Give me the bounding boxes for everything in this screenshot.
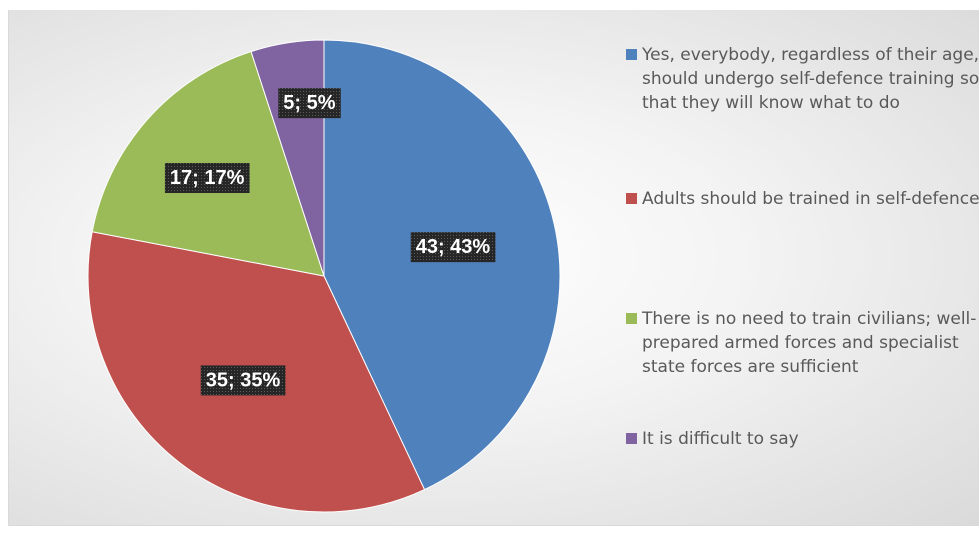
data-label-everybody-training: 43; 43% xyxy=(410,232,496,263)
data-label-adults-training: 35; 35% xyxy=(200,365,286,396)
data-label-no-need: 17; 17% xyxy=(164,162,250,193)
legend-swatch xyxy=(626,193,637,204)
data-label-text: 43; 43% xyxy=(416,236,491,258)
legend-swatch xyxy=(626,49,637,60)
legend-label: It is difficult to say xyxy=(642,429,799,449)
legend-label: Yes, everybody, regardless of their age,… xyxy=(642,45,979,113)
legend-item-no-need: There is no need to train civilians; wel… xyxy=(626,307,979,379)
legend-item-everybody-training: Yes, everybody, regardless of their age,… xyxy=(626,43,979,115)
data-label-box xyxy=(410,232,496,263)
legend-item-difficult-to-say: It is difficult to say xyxy=(626,427,979,451)
data-label-box xyxy=(278,88,341,119)
legend-label: There is no need to train civilians; wel… xyxy=(642,309,977,377)
data-label-text: 35; 35% xyxy=(206,369,281,391)
legend-swatch xyxy=(626,313,637,324)
legend-swatch xyxy=(626,433,637,444)
slice-everybody-training xyxy=(323,39,561,491)
data-label-text: 5; 5% xyxy=(283,92,335,114)
data-label-box xyxy=(200,365,286,396)
legend-item-adults-training: Adults should be trained in self-defence xyxy=(626,187,979,211)
legend-label: Adults should be trained in self-defence xyxy=(642,189,979,209)
pie-chart: 43; 43% 35; 35% 17; 17% 5; 5% xyxy=(87,39,561,513)
data-label-difficult-to-say: 5; 5% xyxy=(278,88,341,119)
chart-area: 43; 43% 35; 35% 17; 17% 5; 5% Yes, everybod… xyxy=(8,10,979,526)
data-label-box xyxy=(164,162,250,193)
data-label-text: 17; 17% xyxy=(170,167,245,189)
